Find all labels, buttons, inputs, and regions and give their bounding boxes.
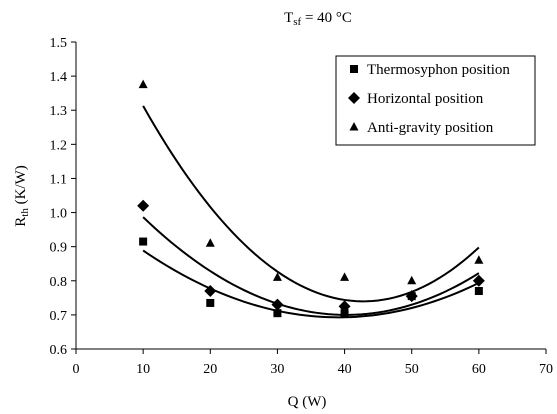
y-tick-label: 1.0: [50, 207, 68, 222]
y-tick-label: 1.2: [50, 138, 68, 153]
y-tick-label: 0.9: [50, 241, 68, 256]
legend-box: [335, 55, 536, 146]
thermosyphon-position-point: [340, 309, 349, 318]
legend-label: Thermosyphon position: [367, 62, 510, 78]
horizontal-position-point: [405, 290, 418, 303]
anti-gravity-position-trendline: [142, 105, 480, 303]
thermosyphon-position-point: [474, 287, 483, 296]
x-axis-label: Q (W): [288, 394, 327, 410]
horizontal-position-point: [338, 300, 351, 313]
y-tick-label: 0.7: [50, 309, 68, 324]
x-tick-label: 30: [270, 362, 284, 377]
chart-title: Tsf = 40 °C: [284, 10, 352, 28]
y-tick-label: 1.1: [50, 172, 68, 187]
x-tick-label: 60: [472, 362, 486, 377]
thermosyphon-position-point: [139, 237, 148, 246]
anti-gravity-position-point: [474, 255, 484, 264]
anti-gravity-position-point: [407, 275, 417, 285]
horizontal-position-point: [204, 285, 217, 298]
plot-area: 0.6 0.7 0.8 0.9 1.0 1.1 1.2 1.3 1.4 1.5 0 10 20 30 40…: [50, 36, 554, 377]
legend-label: Anti-gravity position: [367, 120, 494, 136]
y-tick-label: 1.4: [50, 70, 68, 85]
legend-square-icon: [350, 65, 358, 73]
anti-gravity-position-point: [340, 272, 350, 281]
thermosyphon-position-point: [206, 298, 215, 307]
horizontal-position-point: [137, 199, 150, 212]
x-tick-label: 20: [203, 362, 217, 377]
legend: Thermosyphon position Horizontal position…: [335, 55, 536, 146]
y-tick-label: 1.3: [50, 104, 68, 119]
y-tick-label: 1.5: [50, 36, 68, 51]
horizontal-position-trendline: [142, 216, 480, 316]
anti-gravity-position-point: [138, 79, 148, 89]
horizontal-position-point: [472, 274, 485, 287]
x-tick-label: 40: [338, 362, 352, 377]
y-tick-label: 0.8: [50, 275, 68, 290]
horizontal-position-point: [271, 298, 284, 311]
legend-diamond-icon: [348, 92, 360, 104]
legend-label: Horizontal position: [367, 91, 484, 107]
x-tick-label: 50: [405, 362, 419, 377]
thermosyphon-position-point: [273, 309, 282, 318]
legend-triangle-icon: [349, 122, 359, 131]
anti-gravity-position-point: [272, 272, 282, 281]
thermosyphon-position-trendline: [142, 249, 480, 319]
x-tick-label: 70: [539, 362, 553, 377]
y-tick-label: 0.6: [50, 343, 68, 358]
x-tick-label: 10: [136, 362, 150, 377]
anti-gravity-position-point: [205, 238, 215, 247]
x-tick-label: 0: [73, 362, 80, 377]
y-axis-label: Rth (K/W): [13, 165, 31, 226]
